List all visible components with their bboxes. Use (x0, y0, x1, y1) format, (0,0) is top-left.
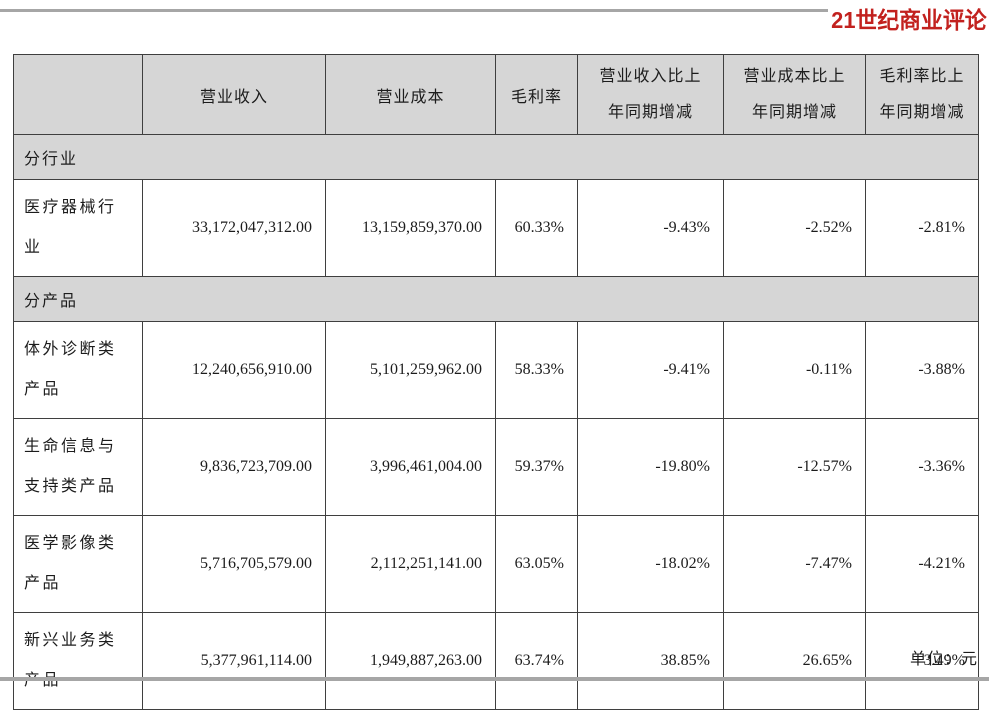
section-row-by-industry: 分行业 (13, 134, 979, 180)
cell-cost-yoy: -0.11% (723, 321, 866, 419)
cell-margin-yoy: -4.21% (865, 515, 979, 613)
bottom-divider-rule (0, 677, 989, 681)
table-header-row: 营业收入 营业成本 毛利率 营业收入比上 年同期增减 营业成本比上 年同期增减 … (13, 54, 979, 135)
cell-margin-yoy: -2.81% (865, 179, 979, 277)
col-header-cost-yoy-line2: 年同期增减 (751, 103, 837, 121)
col-header-revenue-yoy-line2: 年同期增减 (607, 103, 693, 121)
cell-revenue-yoy: -18.02% (577, 515, 724, 613)
unit-note: 单位：元 (909, 651, 978, 668)
cell-revenue: 12,240,656,910.00 (142, 321, 326, 419)
col-header-margin-yoy-line2: 年同期增减 (879, 103, 965, 121)
cell-gross-margin: 63.74% (495, 612, 578, 710)
cell-revenue: 5,377,961,114.00 (142, 612, 326, 710)
cell-revenue-yoy: -9.43% (577, 179, 724, 277)
table-row-patient-monitoring-products: 生命信息与支持类产品 9,836,723,709.00 3,996,461,00… (13, 418, 979, 516)
row-label: 生命信息与支持类产品 (13, 418, 143, 516)
cell-revenue-yoy: -9.41% (577, 321, 724, 419)
table-row-medical-imaging-products: 医学影像类产品 5,716,705,579.00 2,112,251,141.0… (13, 515, 979, 613)
cell-cost-yoy: -7.47% (723, 515, 866, 613)
cell-cost-yoy: -12.57% (723, 418, 866, 516)
cell-revenue-yoy: 38.85% (577, 612, 724, 710)
col-header-margin-yoy-line1: 毛利率比上 (879, 67, 965, 85)
col-header-gross-margin: 毛利率 (495, 54, 578, 135)
section-title: 分行业 (13, 134, 979, 180)
section-title: 分产品 (13, 276, 979, 322)
financial-table: 营业收入 营业成本 毛利率 营业收入比上 年同期增减 营业成本比上 年同期增减 … (13, 54, 979, 710)
col-header-revenue-yoy: 营业收入比上 年同期增减 (577, 54, 724, 135)
cell-revenue: 9,836,723,709.00 (142, 418, 326, 516)
col-header-revenue-yoy-line1: 营业收入比上 (599, 67, 702, 85)
col-header-cost-yoy: 营业成本比上 年同期增减 (723, 54, 866, 135)
publication-logo: 21世纪商业评论 (831, 7, 987, 33)
cell-gross-margin: 59.37% (495, 418, 578, 516)
table-row-emerging-business-products: 新兴业务类产品 5,377,961,114.00 1,949,887,263.0… (13, 612, 979, 710)
row-label: 体外诊断类产品 (13, 321, 143, 419)
col-header-margin-yoy: 毛利率比上 年同期增减 (865, 54, 979, 135)
col-header-cost-yoy-line1: 营业成本比上 (743, 67, 846, 85)
cell-revenue: 5,716,705,579.00 (142, 515, 326, 613)
row-label: 医学影像类产品 (13, 515, 143, 613)
top-divider-rule (0, 9, 828, 12)
col-header-cost: 营业成本 (325, 54, 496, 135)
cell-cost: 1,949,887,263.00 (325, 612, 496, 710)
row-label: 新兴业务类产品 (13, 612, 143, 710)
cell-cost: 13,159,859,370.00 (325, 179, 496, 277)
cell-gross-margin: 60.33% (495, 179, 578, 277)
cell-gross-margin: 63.05% (495, 515, 578, 613)
row-label: 医疗器械行业 (13, 179, 143, 277)
cell-cost-yoy: -2.52% (723, 179, 866, 277)
cell-margin-yoy: -3.88% (865, 321, 979, 419)
cell-revenue: 33,172,047,312.00 (142, 179, 326, 277)
table-row-medical-devices: 医疗器械行业 33,172,047,312.00 13,159,859,370.… (13, 179, 979, 277)
cell-gross-margin: 58.33% (495, 321, 578, 419)
cell-revenue-yoy: -19.80% (577, 418, 724, 516)
col-header-revenue: 营业收入 (142, 54, 326, 135)
cell-cost: 3,996,461,004.00 (325, 418, 496, 516)
table-row-ivd-products: 体外诊断类产品 12,240,656,910.00 5,101,259,962.… (13, 321, 979, 419)
section-row-by-product: 分产品 (13, 276, 979, 322)
cell-cost: 5,101,259,962.00 (325, 321, 496, 419)
col-header-blank (13, 54, 143, 135)
cell-cost: 2,112,251,141.00 (325, 515, 496, 613)
cell-margin-yoy: -3.36% (865, 418, 979, 516)
cell-cost-yoy: 26.65% (723, 612, 866, 710)
